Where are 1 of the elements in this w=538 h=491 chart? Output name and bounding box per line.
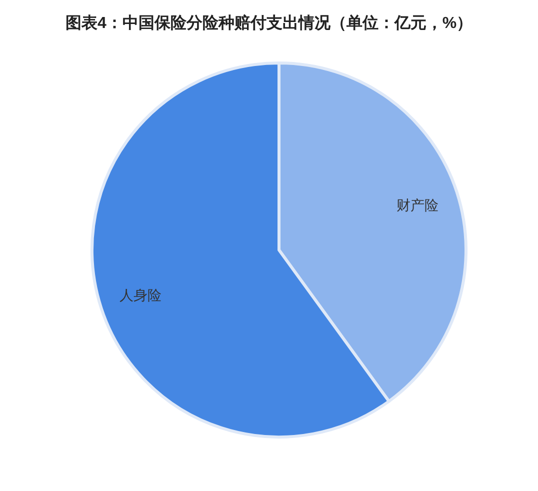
title: 图表4：中国保险分险种赔付支出情况（单位：亿元，%） xyxy=(65,15,473,32)
